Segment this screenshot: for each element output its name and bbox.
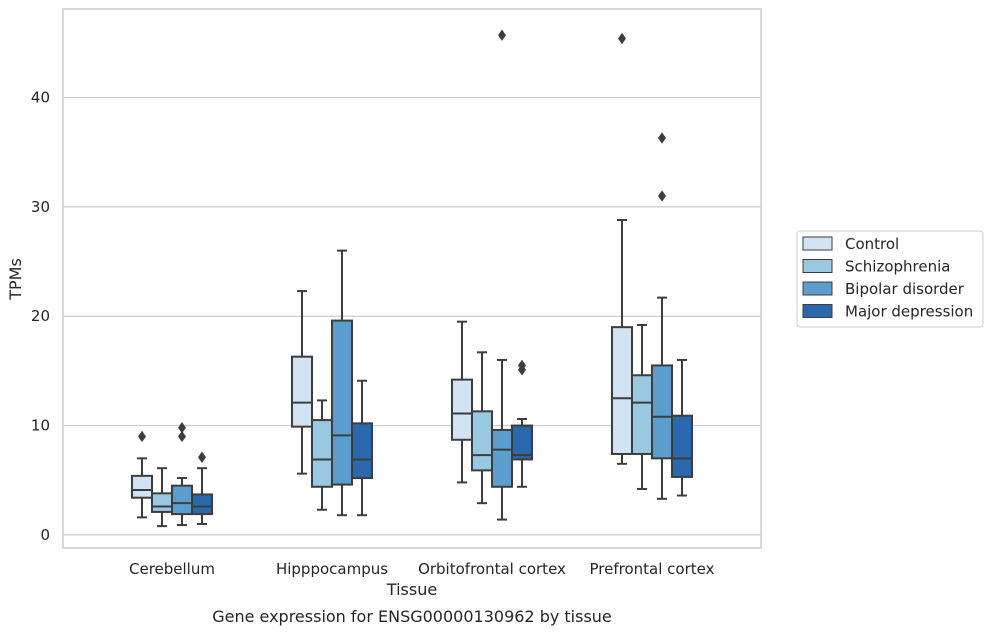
- x-tick-label: Cerebellum: [129, 560, 215, 578]
- box-group: [651, 132, 673, 500]
- y-tick-labels: 0 10 20 30 40: [31, 89, 50, 544]
- legend-swatch: [802, 236, 833, 251]
- box-iqr: [311, 419, 333, 488]
- box-iqr: [611, 326, 633, 455]
- outlier-point: [178, 422, 186, 434]
- x-tick-labels: Cerebellum Hipppocampus Orbitofrontal cort…: [129, 560, 715, 578]
- x-axis-title: Tissue: [386, 580, 437, 599]
- legend-swatch: [802, 259, 833, 273]
- outlier-point: [178, 430, 186, 443]
- outlier-point: [658, 190, 666, 202]
- y-tick-label: 10: [31, 417, 50, 435]
- box-iqr: [131, 474, 153, 499]
- legend-label: Bipolar disorder: [845, 280, 965, 298]
- box-iqr: [451, 378, 473, 441]
- outlier-point: [618, 32, 626, 45]
- y-tick-label: 40: [31, 89, 50, 107]
- box-iqr: [331, 319, 353, 486]
- box-iqr: [291, 355, 313, 428]
- box-group: [491, 29, 513, 521]
- y-axis-title: TPMs: [6, 258, 25, 301]
- box-group: [671, 358, 693, 497]
- outlier-point: [498, 29, 506, 41]
- box-iqr: [191, 493, 213, 516]
- outlier-point: [518, 359, 526, 372]
- legend-label: Control: [845, 235, 899, 253]
- box-group: [331, 249, 353, 517]
- box-group: [151, 467, 173, 528]
- box-iqr: [651, 364, 673, 460]
- plot-area-frame: [62, 8, 762, 549]
- x-tick-label: Prefrontal cortex: [590, 560, 715, 578]
- box-group: [511, 359, 533, 488]
- legend-label: Major depression: [845, 303, 973, 321]
- box-iqr: [671, 414, 693, 478]
- box-group: [191, 451, 213, 525]
- figure-caption: Gene expression for ENSG00000130962 by t…: [212, 607, 612, 626]
- x-tick-label: Orbitofrontal cortex: [418, 560, 566, 578]
- box-iqr: [471, 410, 493, 472]
- box-iqr: [351, 422, 373, 480]
- gridlines: [63, 96, 761, 536]
- box-iqr: [491, 428, 513, 488]
- box-group: [451, 320, 473, 484]
- y-tick-label: 30: [31, 198, 50, 216]
- box-group: [351, 379, 373, 517]
- box-group: [171, 422, 193, 527]
- box-group: [611, 32, 633, 465]
- y-tick-label: 0: [40, 526, 50, 544]
- outlier-point: [658, 132, 666, 144]
- box-group: [471, 351, 493, 505]
- legend-swatch: [802, 304, 833, 318]
- boxes: [131, 29, 693, 528]
- legend-label: Schizophrenia: [845, 258, 950, 276]
- outlier-point: [138, 430, 146, 443]
- outlier-point: [198, 451, 206, 463]
- box-iqr: [151, 492, 173, 513]
- y-tick-label: 20: [31, 307, 50, 325]
- box-iqr: [171, 484, 193, 516]
- legend: Control Schizophrenia Bipolar disorder Majo…: [796, 230, 984, 328]
- legend-frame: [796, 230, 984, 328]
- box-group: [291, 290, 313, 475]
- box-group: [131, 430, 153, 519]
- box-group: [311, 399, 333, 511]
- x-tick-label: Hipppocampus: [276, 560, 388, 578]
- box-group: [631, 323, 653, 490]
- box-iqr: [511, 424, 533, 461]
- legend-swatch: [802, 281, 833, 296]
- box-iqr: [631, 374, 653, 455]
